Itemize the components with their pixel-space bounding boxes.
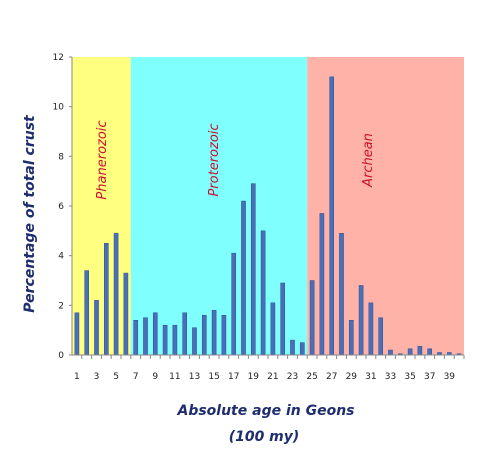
- y-tick-label: 12: [53, 53, 64, 63]
- bar-2: [84, 270, 90, 356]
- bar-14: [201, 315, 207, 356]
- x-tick-label: 37: [424, 372, 435, 382]
- bar-30: [358, 285, 364, 356]
- y-tick-labels: 0 2 4 6 8 10 12: [53, 53, 72, 361]
- bar-11: [172, 324, 178, 356]
- era-band-phanerozoic: [72, 57, 131, 355]
- x-tick-label: 33: [385, 372, 396, 382]
- bar-3: [94, 300, 99, 356]
- y-tick-label: 2: [58, 301, 64, 311]
- bar-36: [417, 346, 423, 356]
- bar-23: [290, 339, 295, 356]
- bar-17: [231, 252, 237, 356]
- x-tick-label: 23: [287, 372, 298, 382]
- x-tick-label: 25: [306, 372, 317, 382]
- y-tick-label: 4: [58, 252, 64, 262]
- y-tick-label: 8: [58, 152, 64, 162]
- bar-15: [211, 310, 217, 356]
- y-axis-title: Percentage of total crust: [22, 114, 38, 313]
- era-band-proterozoic: [130, 57, 308, 355]
- bar-33: [388, 349, 393, 356]
- bar-12: [182, 312, 188, 356]
- bar-24: [299, 342, 305, 356]
- x-tick-label: 7: [133, 372, 139, 382]
- x-tick-label: 39: [444, 372, 456, 382]
- bar-31: [368, 302, 374, 356]
- era-label-archean: Archean: [361, 133, 376, 188]
- y-tick-label: 0: [58, 351, 64, 361]
- bar-4: [103, 243, 109, 356]
- x-tick-label: 17: [228, 372, 239, 382]
- era-label-phanerozoic: Phanerozoic: [95, 120, 110, 199]
- bar-27: [329, 76, 335, 356]
- era-label-proterozoic: Proterozoic: [207, 123, 222, 196]
- x-axis-subtitle: (100 my): [229, 429, 300, 445]
- bar-16: [221, 315, 227, 356]
- era-labels: Phanerozoic Proterozoic Archean: [95, 120, 376, 199]
- bar-25: [309, 280, 315, 356]
- bar-28: [339, 233, 344, 356]
- x-tick-label: 5: [113, 372, 119, 382]
- era-bands: [72, 57, 464, 355]
- bar-18: [241, 200, 246, 356]
- x-tick-label: 9: [152, 372, 158, 382]
- x-tick-label: 19: [248, 372, 260, 382]
- bar-20: [260, 230, 266, 356]
- bar-6: [123, 272, 129, 356]
- bar-21: [270, 302, 276, 356]
- x-axis-title: Absolute age in Geons: [176, 403, 354, 419]
- bar-1: [74, 312, 80, 356]
- x-tick-label: 21: [267, 372, 278, 382]
- y-tick-label: 6: [58, 202, 64, 212]
- x-tick-labels: 1 3 5 7 9 11 13 15 17 19 21 23 25 27 29 31 33 35 37 39: [74, 355, 465, 382]
- x-tick-label: 15: [208, 372, 219, 382]
- bar-19: [250, 183, 256, 356]
- y-tick-label: 10: [53, 103, 65, 113]
- x-tick-label: 35: [404, 372, 415, 382]
- x-tick-label: 1: [74, 372, 80, 382]
- bar-10: [162, 324, 168, 356]
- x-tick-label: 31: [365, 372, 376, 382]
- x-tick-label: 3: [94, 372, 100, 382]
- bar-13: [192, 327, 197, 356]
- bar-32: [378, 317, 384, 356]
- x-tick-label: 29: [346, 372, 358, 382]
- bar-35: [407, 348, 413, 356]
- bar-29: [348, 319, 354, 356]
- bar-37: [427, 348, 433, 356]
- bar-22: [280, 282, 286, 356]
- bar-7: [133, 319, 139, 356]
- bar-9: [152, 312, 158, 356]
- x-tick-label: 11: [169, 372, 180, 382]
- bar-5: [113, 233, 119, 356]
- bar-26: [319, 213, 325, 356]
- bar-8: [143, 317, 148, 356]
- x-tick-label: 27: [326, 372, 337, 382]
- x-tick-label: 13: [189, 372, 200, 382]
